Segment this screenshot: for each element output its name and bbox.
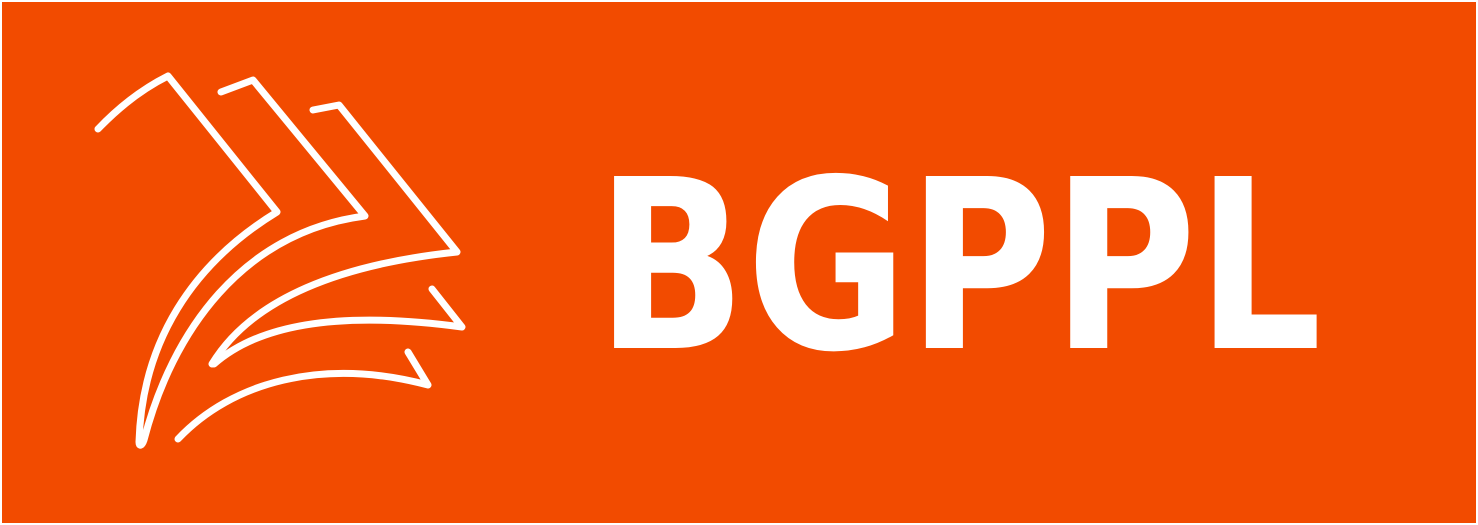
layered-pages-arrow-icon	[94, 72, 466, 449]
brand-name: BGPPL	[596, 129, 1322, 404]
